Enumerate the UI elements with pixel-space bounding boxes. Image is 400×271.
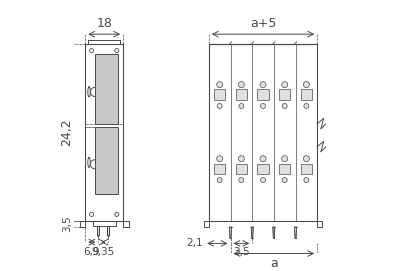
- Circle shape: [217, 104, 222, 108]
- Bar: [257, 89, 269, 100]
- Bar: [204, 221, 209, 227]
- Bar: [257, 164, 269, 174]
- Circle shape: [217, 156, 223, 162]
- Text: 3,5: 3,5: [62, 215, 72, 232]
- Text: a: a: [270, 257, 278, 270]
- Polygon shape: [294, 227, 296, 238]
- Circle shape: [239, 178, 244, 183]
- Bar: [236, 164, 247, 174]
- Circle shape: [282, 178, 287, 183]
- Bar: [236, 89, 247, 100]
- Bar: [97, 226, 100, 235]
- Circle shape: [303, 82, 310, 88]
- Circle shape: [282, 156, 288, 162]
- Polygon shape: [251, 227, 253, 238]
- Bar: [301, 164, 312, 174]
- Circle shape: [304, 178, 309, 183]
- Text: 6,9: 6,9: [84, 247, 100, 257]
- Bar: [108, 226, 110, 235]
- Circle shape: [238, 82, 244, 88]
- Bar: [301, 89, 312, 100]
- Circle shape: [239, 104, 244, 108]
- Circle shape: [260, 104, 266, 108]
- Polygon shape: [230, 227, 232, 238]
- Circle shape: [303, 156, 310, 162]
- Circle shape: [217, 178, 222, 183]
- Circle shape: [217, 82, 223, 88]
- Polygon shape: [273, 227, 275, 238]
- Text: 3,5: 3,5: [233, 247, 250, 257]
- Circle shape: [282, 82, 288, 88]
- Bar: [279, 164, 290, 174]
- Bar: [85, 44, 123, 221]
- Bar: [95, 127, 118, 194]
- Circle shape: [260, 156, 266, 162]
- Circle shape: [304, 104, 309, 108]
- Circle shape: [260, 82, 266, 88]
- Text: 18: 18: [96, 17, 112, 30]
- Bar: [214, 89, 225, 100]
- Bar: [279, 89, 290, 100]
- Bar: [317, 221, 322, 227]
- Circle shape: [238, 156, 244, 162]
- Bar: [209, 44, 317, 221]
- Text: a+5: a+5: [250, 17, 276, 30]
- Bar: [95, 54, 118, 124]
- Circle shape: [260, 178, 266, 183]
- Text: 2,1: 2,1: [186, 238, 203, 249]
- Bar: [214, 164, 225, 174]
- Circle shape: [282, 104, 287, 108]
- Text: 24,2: 24,2: [60, 119, 73, 146]
- Text: 9,35: 9,35: [92, 247, 115, 257]
